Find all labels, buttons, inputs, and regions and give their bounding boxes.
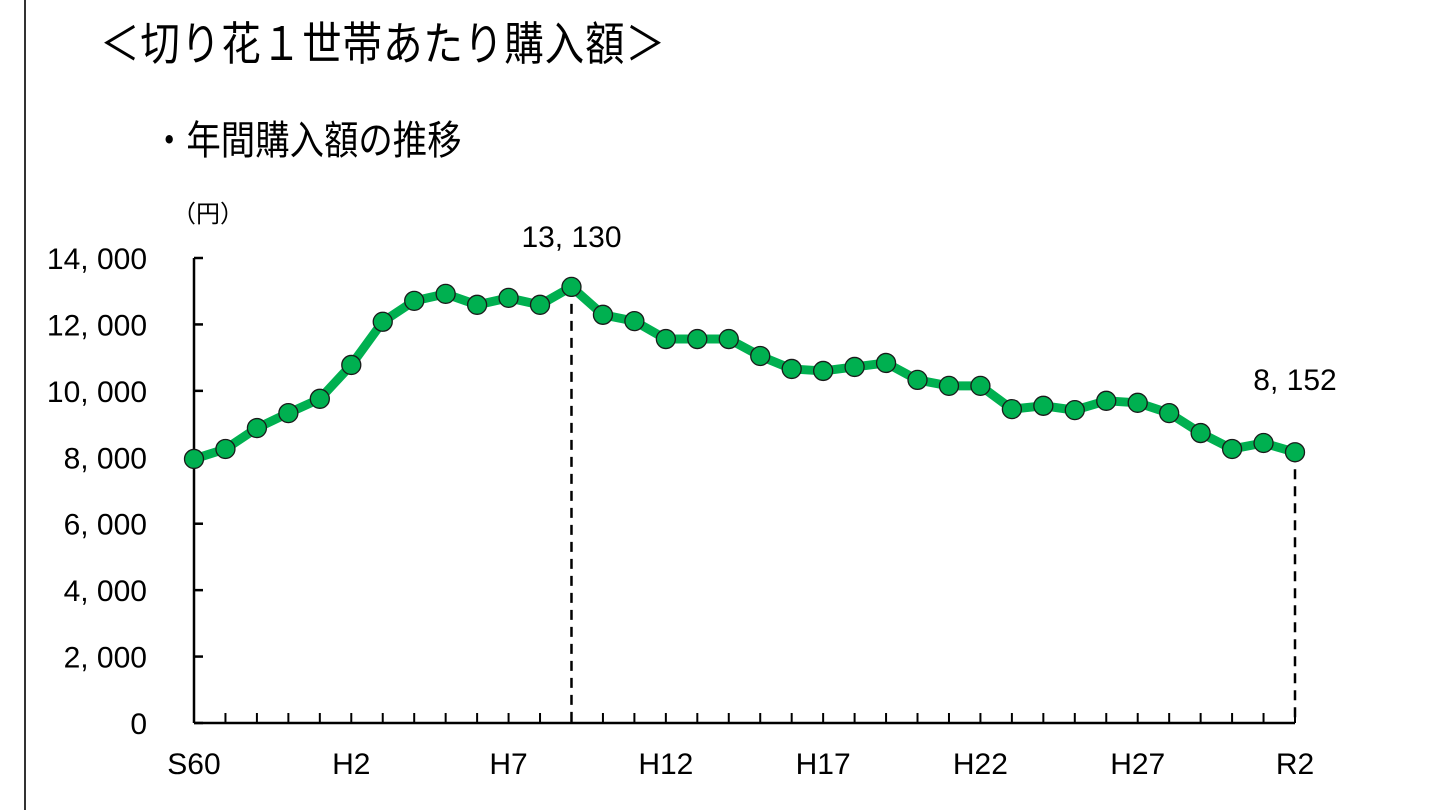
chart-subtitle: ・年間購入額の推移	[152, 118, 462, 164]
data-point-marker	[1033, 395, 1054, 416]
x-tick-label: H12	[638, 748, 693, 781]
data-point-marker	[498, 287, 519, 309]
data-point-marker	[812, 360, 834, 382]
x-tick-label: H17	[796, 748, 851, 781]
data-point-marker	[529, 294, 551, 315]
data-point-marker	[435, 283, 456, 305]
data-point-marker	[372, 311, 393, 332]
data-point-marker	[1001, 398, 1023, 420]
data-point-marker	[718, 328, 739, 350]
data-point-marker	[875, 352, 897, 374]
x-tick-label: H2	[332, 748, 370, 781]
y-tick-label: 4, 000	[64, 575, 147, 608]
data-point-marker	[404, 290, 425, 311]
data-point-marker	[561, 276, 582, 298]
annotation-label: 8, 152	[1253, 364, 1336, 397]
y-tick-label: 2, 000	[64, 642, 147, 675]
y-axis: 0 2, 000 4, 000 6, 000 8, 000 10, 000 12, 000 1…	[47, 243, 203, 741]
y-tick-label: 10, 000	[47, 376, 147, 409]
data-point-marker	[341, 354, 362, 376]
data-point-marker	[624, 310, 645, 332]
data-series	[183, 276, 1306, 470]
x-tick-label: H22	[953, 748, 1008, 781]
data-point-marker	[1253, 432, 1274, 454]
y-tick-label: 6, 000	[64, 509, 147, 542]
data-point-marker	[278, 402, 299, 424]
annotation-label: 13, 130	[521, 221, 621, 254]
page-left-border	[24, 0, 26, 810]
data-point-marker	[970, 375, 991, 397]
x-tick-label: R2	[1276, 748, 1314, 781]
data-point-marker	[750, 345, 771, 367]
y-tick-label: 8, 000	[64, 442, 147, 475]
x-axis: S60 H2 H7 H12 H17 H22 H27 R2	[167, 713, 1314, 781]
data-point-marker	[1221, 438, 1243, 460]
data-point-marker	[1064, 399, 1085, 421]
y-axis-unit-label: （円）	[172, 201, 244, 228]
data-point-marker	[938, 375, 960, 397]
x-tick-label: H27	[1110, 748, 1165, 781]
x-tick-label: S60	[167, 748, 220, 781]
data-point-marker	[655, 328, 677, 350]
data-point-marker	[1190, 422, 1211, 444]
y-tick-label: 14, 000	[47, 243, 147, 276]
data-point-marker	[781, 358, 802, 380]
data-point-marker	[1284, 442, 1306, 463]
data-point-marker	[183, 448, 205, 470]
data-annotations: 13, 130 8, 152	[521, 221, 1336, 397]
data-point-marker	[309, 388, 330, 409]
data-point-marker	[1096, 390, 1117, 411]
data-point-marker	[246, 417, 268, 439]
annotation-droplines	[570, 286, 1297, 723]
data-point-marker	[687, 328, 708, 350]
page-title: ＜切り花１世帯あたり購入額＞	[100, 17, 666, 71]
data-point-marker	[844, 356, 865, 378]
y-tick-label: 12, 000	[47, 309, 147, 342]
data-point-marker	[215, 438, 236, 460]
series-line	[192, 282, 1297, 464]
data-point-marker	[907, 369, 928, 391]
data-point-marker	[1127, 392, 1148, 413]
x-tick-label: H7	[489, 748, 527, 781]
data-point-marker	[592, 304, 614, 325]
data-point-marker	[466, 294, 488, 315]
y-tick-label: 0	[130, 708, 147, 741]
data-point-marker	[1159, 402, 1180, 424]
